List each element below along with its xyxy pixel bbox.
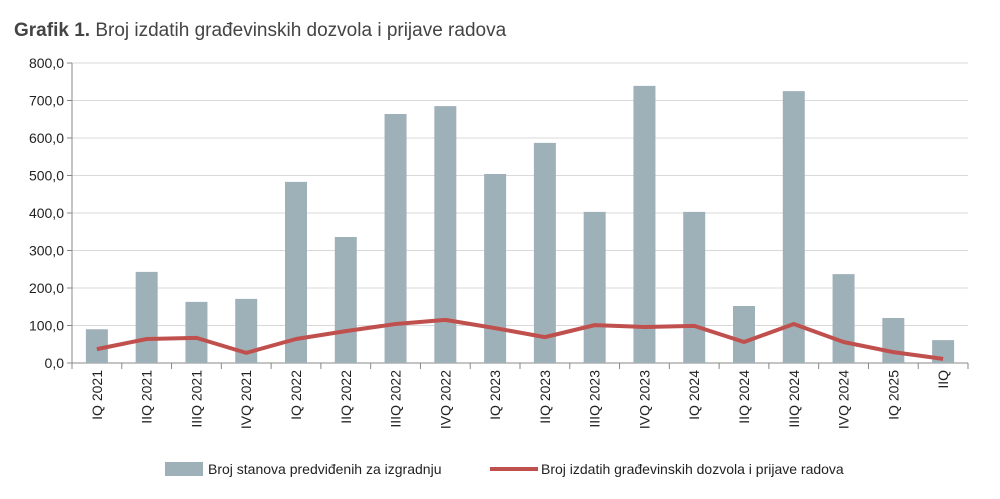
bar bbox=[334, 237, 357, 363]
x-tick-label: IQ 2025 bbox=[885, 370, 901, 420]
x-tick-label: IQ 2021 bbox=[89, 370, 105, 420]
y-tick-label: 0,0 bbox=[45, 355, 65, 371]
bar bbox=[733, 306, 755, 363]
bar bbox=[583, 211, 606, 363]
chart-title: Grafik 1. Broj izdatih građevinskih dozv… bbox=[14, 20, 506, 42]
y-tick-label: 500,0 bbox=[29, 168, 64, 184]
bar bbox=[633, 85, 656, 363]
bar bbox=[85, 329, 108, 363]
y-tick-label: 300,0 bbox=[29, 243, 64, 259]
x-tick-label: IIIQ 2022 bbox=[388, 370, 404, 428]
bar bbox=[533, 142, 556, 363]
title-prefix: Grafik 1. bbox=[14, 20, 91, 41]
y-tick-label: 700,0 bbox=[29, 93, 64, 109]
bar bbox=[235, 298, 258, 363]
x-tick-label: IIQ 2024 bbox=[736, 370, 752, 424]
bar bbox=[683, 211, 706, 363]
bar bbox=[135, 271, 158, 363]
bar bbox=[832, 274, 855, 363]
y-tick-label: 200,0 bbox=[29, 280, 64, 296]
bar bbox=[882, 318, 905, 363]
x-tick-label: IQ 2023 bbox=[487, 370, 503, 420]
x-tick-label: IVQ 2022 bbox=[437, 370, 453, 429]
x-tick-label: IIQ 2023 bbox=[537, 370, 553, 424]
legend-line-label: Broj izdatih građevinskih dozvola i prij… bbox=[541, 461, 844, 477]
x-tick-label: IQ 2022 bbox=[288, 370, 304, 420]
line-series bbox=[96, 317, 944, 361]
y-tick-label: 400,0 bbox=[29, 205, 64, 221]
legend-bar-label: Broj stanova predviđenih za izgradnju bbox=[208, 461, 441, 477]
x-tick-label: IIQ 2022 bbox=[338, 370, 354, 424]
x-tick-label: IIIQ 2023 bbox=[587, 370, 603, 428]
x-tick-label: IIQ bbox=[935, 370, 951, 389]
bar bbox=[384, 114, 407, 363]
bar bbox=[782, 91, 805, 363]
title-text: Broj izdatih građevinskih dozvola i prij… bbox=[95, 20, 507, 41]
x-tick-label: IVQ 2024 bbox=[836, 370, 852, 429]
x-tick-label: IIIQ 2021 bbox=[188, 370, 204, 428]
y-tick-label: 600,0 bbox=[29, 130, 64, 146]
x-tick-label: IVQ 2023 bbox=[636, 370, 652, 429]
bar bbox=[434, 106, 457, 363]
x-tick-label: IIIQ 2024 bbox=[786, 370, 802, 428]
y-tick-label: 100,0 bbox=[29, 318, 64, 334]
bar bbox=[484, 174, 507, 363]
x-tick-label: IIQ 2021 bbox=[139, 370, 155, 424]
x-tick-label: IVQ 2021 bbox=[238, 370, 254, 429]
x-tick-label: IQ 2024 bbox=[686, 370, 702, 420]
bar bbox=[185, 301, 208, 363]
y-tick-label: 800,0 bbox=[29, 55, 64, 71]
legend-bar-swatch bbox=[165, 462, 203, 476]
bar bbox=[285, 181, 307, 363]
